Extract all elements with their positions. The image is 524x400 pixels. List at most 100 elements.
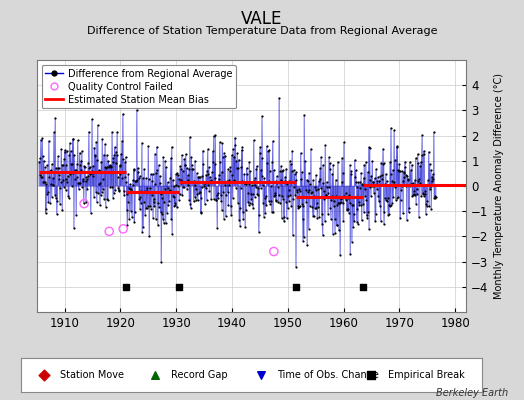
Point bbox=[98, 136, 106, 142]
Point bbox=[200, 182, 208, 189]
Point bbox=[377, 218, 385, 224]
Point bbox=[70, 225, 78, 232]
Point bbox=[135, 173, 144, 179]
Point bbox=[143, 184, 151, 191]
Point bbox=[375, 177, 384, 184]
Point bbox=[361, 193, 369, 199]
Point bbox=[271, 192, 279, 198]
Point bbox=[151, 151, 159, 158]
Point bbox=[152, 170, 160, 176]
Point bbox=[268, 159, 277, 166]
Point bbox=[250, 178, 258, 185]
Point bbox=[270, 190, 279, 196]
Point bbox=[397, 197, 405, 204]
Text: Berkeley Earth: Berkeley Earth bbox=[436, 388, 508, 398]
Point bbox=[365, 145, 374, 152]
Point bbox=[219, 189, 227, 196]
Point bbox=[242, 207, 250, 213]
Point bbox=[253, 190, 261, 197]
Point bbox=[305, 187, 314, 193]
Point bbox=[372, 166, 380, 172]
Point bbox=[353, 205, 361, 212]
Point bbox=[182, 164, 191, 171]
Point bbox=[37, 174, 46, 180]
Point bbox=[119, 226, 127, 232]
Point bbox=[413, 191, 421, 197]
Point bbox=[206, 179, 214, 185]
Point bbox=[177, 180, 185, 186]
Point bbox=[348, 202, 356, 208]
Point bbox=[77, 167, 85, 173]
Point bbox=[172, 182, 181, 188]
Point bbox=[277, 215, 286, 221]
Point bbox=[388, 178, 396, 184]
Point bbox=[139, 174, 147, 181]
Point bbox=[383, 198, 391, 204]
Point bbox=[68, 183, 76, 189]
Point bbox=[274, 198, 282, 205]
Point bbox=[367, 372, 376, 378]
Point bbox=[78, 184, 86, 190]
Point bbox=[412, 186, 421, 192]
Point bbox=[165, 197, 173, 204]
Point bbox=[183, 186, 191, 192]
Point bbox=[187, 154, 195, 161]
Point bbox=[272, 178, 280, 184]
Point bbox=[374, 174, 382, 180]
Point bbox=[122, 284, 130, 290]
Point bbox=[282, 165, 290, 172]
Point bbox=[204, 170, 213, 177]
Point bbox=[345, 200, 354, 206]
Point bbox=[171, 202, 180, 208]
Point bbox=[140, 166, 148, 172]
Point bbox=[231, 135, 239, 141]
Point bbox=[60, 147, 69, 153]
Point bbox=[416, 162, 424, 169]
Point bbox=[125, 216, 134, 222]
Point bbox=[209, 158, 217, 165]
Point bbox=[94, 190, 102, 196]
Point bbox=[263, 143, 271, 149]
Point bbox=[261, 210, 269, 216]
Point bbox=[68, 136, 77, 142]
Point bbox=[363, 215, 372, 221]
Point bbox=[265, 146, 274, 153]
Point bbox=[308, 204, 316, 210]
Point bbox=[355, 199, 363, 206]
Point bbox=[106, 184, 114, 190]
Point bbox=[99, 186, 107, 192]
Point bbox=[85, 164, 94, 170]
Point bbox=[408, 162, 416, 168]
Point bbox=[368, 182, 376, 189]
Point bbox=[141, 204, 150, 211]
Point bbox=[153, 167, 161, 173]
Point bbox=[179, 167, 187, 174]
Point bbox=[93, 156, 101, 163]
Point bbox=[172, 204, 181, 210]
Point bbox=[192, 197, 200, 203]
Point bbox=[318, 221, 326, 227]
Point bbox=[428, 178, 436, 184]
Point bbox=[76, 162, 84, 168]
Point bbox=[166, 175, 174, 181]
Point bbox=[38, 174, 46, 180]
Point bbox=[427, 167, 435, 174]
Point bbox=[406, 182, 414, 189]
Point bbox=[80, 200, 88, 207]
Point bbox=[192, 186, 201, 192]
Point bbox=[405, 209, 413, 215]
Point bbox=[338, 154, 346, 161]
Point bbox=[398, 178, 407, 184]
Point bbox=[352, 179, 360, 185]
Point bbox=[327, 215, 335, 222]
Point bbox=[181, 162, 189, 168]
Point bbox=[381, 170, 390, 177]
Point bbox=[157, 190, 165, 197]
Point bbox=[62, 176, 70, 182]
Point bbox=[310, 204, 319, 211]
Point bbox=[394, 143, 402, 149]
Point bbox=[366, 177, 374, 184]
Point bbox=[259, 200, 268, 206]
Point bbox=[427, 182, 435, 189]
Point bbox=[429, 171, 437, 177]
